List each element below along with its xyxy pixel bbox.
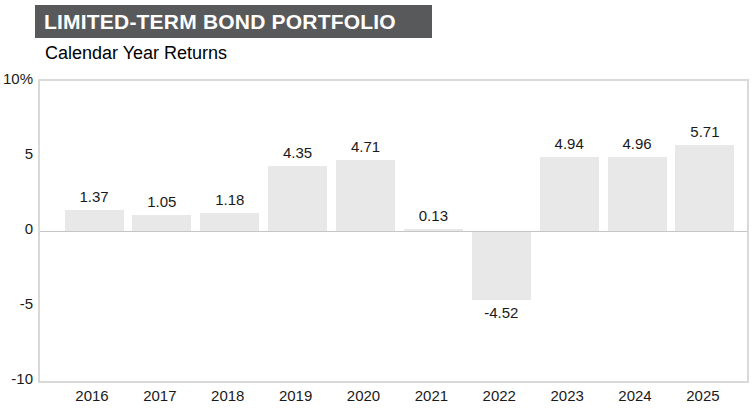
bar-value-label: 0.13 <box>391 207 475 224</box>
y-tick-label: 0 <box>0 220 33 237</box>
x-tick-label: 2024 <box>600 387 670 404</box>
chart-title: LIMITED-TERM BOND PORTFOLIO <box>35 5 432 38</box>
chart-subtitle: Calendar Year Returns <box>45 43 227 64</box>
bar-value-label: 4.71 <box>324 138 408 155</box>
plot-area: 1.371.051.184.354.710.13-4.524.944.965.7… <box>38 79 749 383</box>
bar-value-label: 1.18 <box>188 191 272 208</box>
bar-2021 <box>404 229 463 231</box>
y-tick-label: -10 <box>0 370 33 387</box>
bar-value-label: -4.52 <box>459 304 543 321</box>
bar-2019 <box>268 166 327 231</box>
bar-2016 <box>65 210 124 231</box>
bar-2022 <box>472 232 531 300</box>
bar-2018 <box>200 213 259 231</box>
x-tick-label: 2022 <box>464 387 534 404</box>
chart-container: LIMITED-TERM BOND PORTFOLIO Calendar Yea… <box>0 0 754 410</box>
y-tick-label: 5 <box>0 145 33 162</box>
bar-2017 <box>132 215 191 231</box>
bar-2020 <box>336 160 395 231</box>
bar-2023 <box>540 157 599 231</box>
x-tick-label: 2017 <box>125 387 195 404</box>
bar-value-label: 5.71 <box>663 123 747 140</box>
x-tick-label: 2025 <box>668 387 738 404</box>
bar-2025 <box>675 145 734 231</box>
x-tick-label: 2023 <box>532 387 602 404</box>
y-tick-label: -5 <box>0 295 33 312</box>
zero-axis-line <box>40 231 747 232</box>
bar-2024 <box>608 157 667 231</box>
x-tick-label: 2021 <box>396 387 466 404</box>
x-tick-label: 2016 <box>57 387 127 404</box>
x-tick-label: 2020 <box>329 387 399 404</box>
y-tick-label: 10% <box>0 70 33 87</box>
x-tick-label: 2019 <box>261 387 331 404</box>
x-tick-label: 2018 <box>193 387 263 404</box>
